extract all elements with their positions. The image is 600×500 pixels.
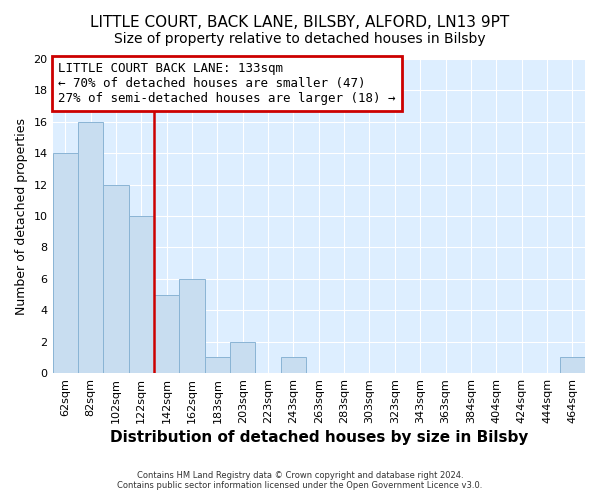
X-axis label: Distribution of detached houses by size in Bilsby: Distribution of detached houses by size … bbox=[110, 430, 528, 445]
Bar bbox=[154, 294, 179, 373]
Text: LITTLE COURT BACK LANE: 133sqm
← 70% of detached houses are smaller (47)
27% of : LITTLE COURT BACK LANE: 133sqm ← 70% of … bbox=[58, 62, 395, 105]
Bar bbox=[78, 122, 103, 373]
Bar bbox=[53, 153, 78, 373]
Bar bbox=[230, 342, 256, 373]
Text: Size of property relative to detached houses in Bilsby: Size of property relative to detached ho… bbox=[114, 32, 486, 46]
Bar bbox=[128, 216, 154, 373]
Y-axis label: Number of detached properties: Number of detached properties bbox=[15, 118, 28, 314]
Bar bbox=[179, 279, 205, 373]
Text: LITTLE COURT, BACK LANE, BILSBY, ALFORD, LN13 9PT: LITTLE COURT, BACK LANE, BILSBY, ALFORD,… bbox=[91, 15, 509, 30]
Bar bbox=[560, 358, 585, 373]
Bar bbox=[281, 358, 306, 373]
Text: Contains HM Land Registry data © Crown copyright and database right 2024.
Contai: Contains HM Land Registry data © Crown c… bbox=[118, 470, 482, 490]
Bar bbox=[205, 358, 230, 373]
Bar bbox=[103, 184, 128, 373]
